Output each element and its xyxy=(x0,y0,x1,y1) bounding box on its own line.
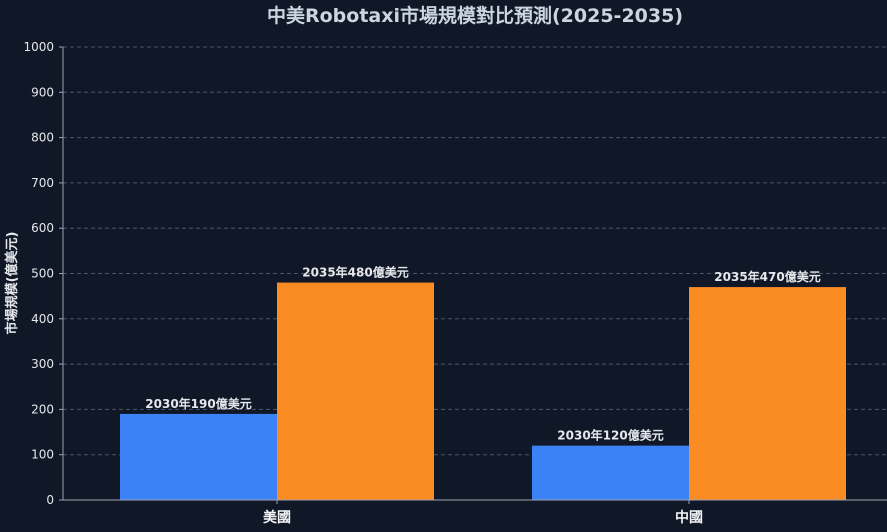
bars xyxy=(120,282,846,500)
axes: 0 100 200 300 400 500 600 700 800 900 1000 美國 中國 xyxy=(23,40,887,526)
x-tick-label: 中國 xyxy=(675,509,703,526)
y-tick-label: 700 xyxy=(31,176,54,190)
y-tick-label: 300 xyxy=(31,357,54,371)
y-tick-label: 0 xyxy=(46,493,54,507)
chart-title: 中美Robotaxi市場規模對比預測(2025-2035) xyxy=(267,4,683,27)
y-tick-label: 800 xyxy=(31,131,54,145)
bar-data-label: 2035年480億美元 xyxy=(302,265,408,280)
data-labels: 2030年190億美元 2035年480億美元 2030年120億美元 2035年47… xyxy=(145,265,820,443)
y-tick-label: 200 xyxy=(31,402,54,416)
y-tick-label: 400 xyxy=(31,312,54,326)
y-axis-label: 市場規模(億美元) xyxy=(4,232,20,335)
bar-data-label: 2030年120億美元 xyxy=(557,428,663,443)
y-tick-label: 100 xyxy=(31,448,54,462)
bar xyxy=(277,282,434,500)
bar xyxy=(689,287,846,500)
bar xyxy=(120,413,277,500)
y-tick-label: 500 xyxy=(31,267,54,281)
y-tick-label: 900 xyxy=(31,85,54,99)
x-tick-label: 美國 xyxy=(263,509,291,526)
y-tick-label: 1000 xyxy=(23,40,54,54)
bar-data-label: 2030年190億美元 xyxy=(145,396,251,411)
y-tick-label: 600 xyxy=(31,221,54,235)
bar xyxy=(532,445,689,500)
bar-data-label: 2035年470億美元 xyxy=(714,269,820,284)
